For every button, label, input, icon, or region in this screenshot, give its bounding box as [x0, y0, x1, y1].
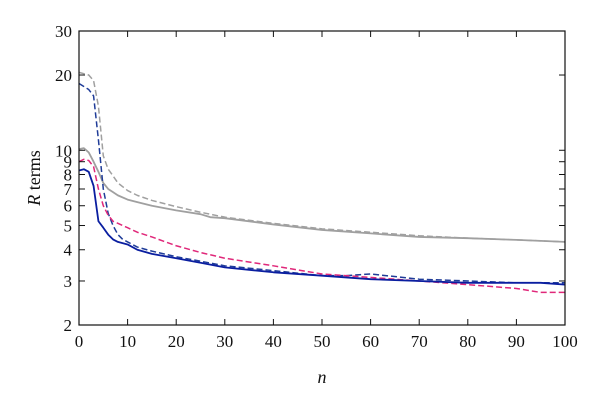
x-tick-label: 100 — [552, 332, 578, 351]
series-line-2 — [78, 147, 566, 243]
x-tick-label: 80 — [459, 332, 476, 351]
x-tick-label: 70 — [411, 332, 428, 351]
y-tick-label: 20 — [55, 66, 72, 85]
y-tick-label: 6 — [64, 197, 73, 216]
x-tick-label: 10 — [119, 332, 136, 351]
y-axis-label-rest: terms — [24, 150, 44, 195]
x-tick-label: 40 — [265, 332, 282, 351]
y-ticks — [79, 30, 565, 326]
y-axis-label-italic: R — [24, 195, 44, 207]
series-line-5 — [78, 168, 566, 286]
x-tick-label: 20 — [168, 332, 185, 351]
x-tick-label: 50 — [314, 332, 331, 351]
series-line-3 — [78, 82, 565, 284]
y-tick-label: 30 — [55, 22, 72, 41]
y-tick-label: 2 — [64, 316, 73, 335]
y-tick-label: 10 — [55, 141, 72, 160]
y-axis-label: R terms — [24, 150, 44, 207]
x-axis-label: n — [318, 367, 327, 387]
x-tick-label: 60 — [362, 332, 379, 351]
x-ticks — [78, 31, 566, 325]
series-layer — [78, 71, 566, 294]
series-line-4 — [78, 158, 565, 294]
x-tick-label: 0 — [75, 332, 84, 351]
plot-frame — [78, 30, 566, 326]
y-tick-label: 3 — [64, 272, 73, 291]
x-tick-labels: 0 10 20 30 40 50 60 70 80 90 100 — [75, 332, 578, 351]
y-tick-label: 9 — [64, 153, 73, 172]
y-tick-label: 7 — [64, 180, 73, 199]
y-tick-label: 4 — [64, 241, 73, 260]
x-tick-label: 30 — [216, 332, 233, 351]
y-tick-label: 8 — [64, 165, 73, 184]
series-line-1 — [78, 71, 566, 243]
y-tick-label: 5 — [64, 217, 73, 236]
x-tick-label: 90 — [508, 332, 525, 351]
